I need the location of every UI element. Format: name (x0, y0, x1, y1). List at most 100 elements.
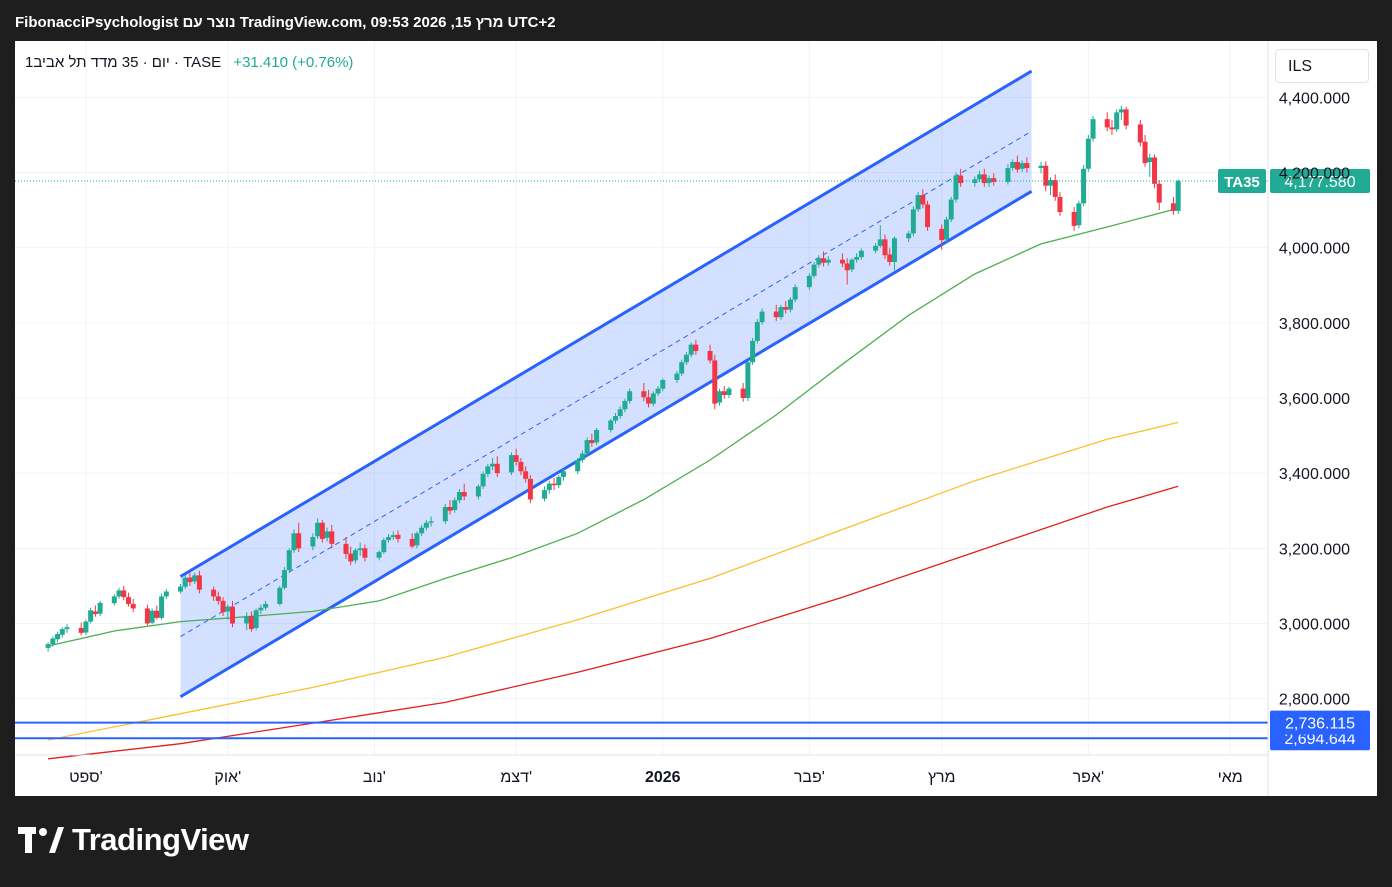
candle-body (296, 533, 302, 549)
candle-body (163, 591, 169, 597)
candle-body (1175, 180, 1181, 211)
candle-body (977, 174, 983, 180)
candle (759, 308, 765, 325)
candle (556, 475, 562, 489)
candle-body (740, 388, 746, 398)
candle-body (1005, 168, 1011, 182)
candle-body (882, 239, 888, 256)
candle-body (508, 455, 514, 473)
tradingview-logo[interactable]: TradingView (18, 822, 249, 858)
candle-body (1118, 109, 1124, 113)
x-tick-label: אפר' (1073, 769, 1104, 786)
candle-body (92, 611, 98, 615)
x-tick-label: 2026 (645, 769, 681, 786)
candle-body (78, 627, 84, 633)
candle (825, 255, 831, 266)
candle (721, 385, 727, 399)
candle (546, 480, 552, 494)
y-tick-label: 3,400.000 (1279, 466, 1350, 483)
candle-body (159, 596, 165, 618)
axes: 2,800.000 3,000.000 3,200.000 3,400.000 3,60… (15, 41, 1350, 796)
candle (409, 533, 415, 549)
candle (291, 529, 297, 553)
candle-body (97, 602, 103, 614)
candle (683, 352, 689, 365)
candle-body (650, 393, 656, 404)
candle-body (490, 463, 496, 467)
candle (286, 548, 292, 573)
candle-body (641, 391, 647, 398)
candle (83, 619, 89, 635)
candle-body (660, 379, 666, 389)
candle-body (414, 533, 420, 546)
candle (627, 388, 633, 404)
candle (981, 168, 987, 187)
level-tag: 2,694.644 (1284, 731, 1355, 748)
candle-body (253, 610, 259, 628)
candle (324, 527, 330, 542)
x-tick-label: מאי (1218, 769, 1243, 786)
candle (352, 548, 358, 564)
candle-body (475, 486, 481, 497)
candle (986, 175, 992, 187)
candle (177, 584, 183, 594)
regression-channel (179, 69, 1033, 699)
candle-body (910, 209, 916, 234)
candle (319, 520, 325, 543)
candle-body (59, 629, 65, 635)
candle-body (608, 420, 614, 430)
symbol-legend[interactable]: 1יום · 35 מדד תל אביב · TASE +31.410 (+0… (25, 54, 353, 71)
candle (461, 483, 467, 501)
candle (977, 170, 983, 182)
candle (1085, 134, 1091, 172)
candle-body (849, 259, 855, 270)
candle (948, 196, 954, 223)
candle-body (376, 552, 382, 558)
candle (939, 224, 945, 250)
channel-upper-line (179, 69, 1033, 578)
y-tick-label: 3,800.000 (1279, 316, 1350, 333)
candle-body (783, 307, 789, 310)
candle (740, 382, 746, 402)
candle (726, 386, 732, 398)
candle-body (452, 500, 458, 510)
symbol-tag-bg (1218, 168, 1266, 193)
candle (1090, 116, 1096, 142)
candle-body (787, 299, 793, 310)
candle (121, 585, 127, 601)
candle (877, 225, 883, 248)
candle (943, 216, 949, 243)
candle-body (792, 287, 798, 300)
chart-panel[interactable]: TA35 4,177.580 2,694.644 2,736.115 2,800.00… (15, 41, 1377, 796)
x-tick-label: מרץ (928, 769, 956, 786)
x-tick-label: אוק' (214, 769, 241, 786)
candle-body (1071, 211, 1077, 226)
candle-body (144, 608, 150, 624)
candle (792, 284, 798, 303)
last-price-tag-bg (1270, 168, 1370, 193)
candle-body (1024, 163, 1030, 169)
candle (220, 597, 226, 616)
candle (660, 378, 666, 392)
candle-body (1156, 183, 1162, 203)
candles (45, 105, 1181, 652)
candle-body (244, 615, 250, 624)
candle-body (225, 606, 231, 612)
candle (527, 475, 533, 504)
candle-body (1076, 203, 1082, 226)
candle (854, 253, 860, 263)
candle-body (64, 627, 70, 630)
candle-body (116, 590, 122, 597)
candle-body (594, 429, 600, 443)
candle-body (646, 397, 652, 404)
candle-body (1043, 165, 1049, 186)
candle (59, 627, 65, 638)
candle (130, 599, 136, 613)
candle (376, 550, 382, 561)
candle (1019, 160, 1025, 172)
candle-body (1152, 157, 1158, 184)
currency-selector[interactable]: ILS (1275, 49, 1369, 83)
candle (712, 354, 718, 410)
candle (787, 297, 793, 313)
